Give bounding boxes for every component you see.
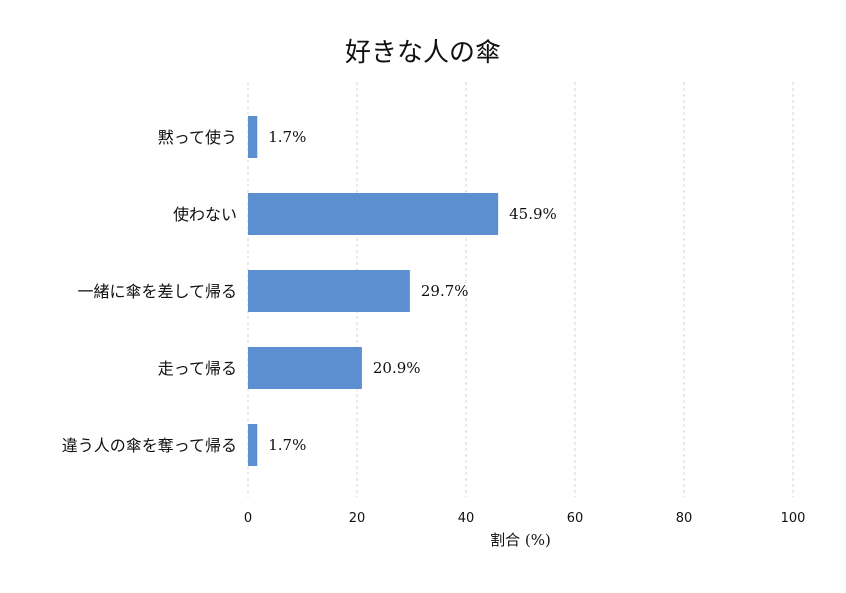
x-tick-label-0: 0 (244, 511, 252, 526)
bar-2 (248, 270, 410, 312)
bar-4 (248, 424, 258, 466)
category-label-2: 一緒に傘を差して帰る (77, 282, 237, 301)
bar-1 (248, 193, 499, 235)
x-tick-label-60: 60 (567, 511, 584, 526)
category-label-3: 走って帰る (158, 359, 237, 378)
x-tick-label-40: 40 (458, 511, 475, 526)
x-tick-label-20: 20 (349, 511, 366, 526)
x-tick-label-80: 80 (676, 511, 693, 526)
value-label-3: 20.9% (373, 359, 421, 377)
bar-3 (248, 347, 362, 389)
bars (248, 116, 499, 466)
x-tick-label-100: 100 (781, 511, 806, 526)
value-label-2: 29.7% (421, 282, 469, 300)
category-label-1: 使わない (173, 205, 237, 224)
category-label-4: 違う人の傘を奪って帰る (62, 436, 237, 455)
value-label-0: 1.7% (268, 128, 306, 146)
category-label-0: 黙って使う (158, 128, 237, 147)
chart-title: 好きな人の傘 (344, 38, 501, 68)
bar-0 (248, 116, 258, 158)
x-axis-label: 割合 (%) (490, 531, 551, 549)
value-label-1: 45.9% (509, 205, 557, 223)
value-label-4: 1.7% (268, 436, 306, 454)
labels: 0 20 40 60 80 100 黙って使う 1.7% 使わない 45.9% 一緒に傘を差して帰る… (62, 128, 806, 526)
